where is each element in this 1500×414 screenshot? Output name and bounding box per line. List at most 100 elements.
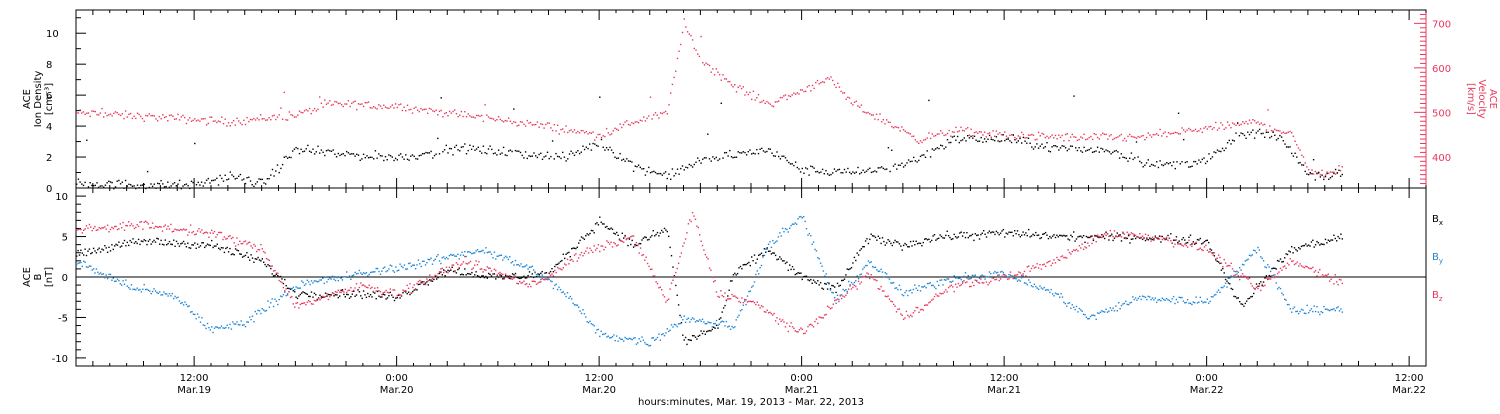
field-point-bx (1018, 234, 1020, 236)
field-point-by (699, 319, 701, 321)
field-point-bz (1006, 278, 1009, 280)
velocity-point (514, 121, 517, 124)
velocity-point (747, 93, 749, 96)
field-point-bx (1340, 233, 1342, 235)
field-point-bz (609, 243, 611, 245)
velocity-point (568, 130, 571, 132)
field-point-bz (171, 231, 173, 233)
field-point-bz (1022, 273, 1024, 275)
field-point-by (434, 258, 436, 260)
field-point-by (1292, 307, 1294, 310)
field-point-bz (414, 289, 417, 291)
density-point (202, 185, 204, 187)
field-point-bz (564, 263, 566, 265)
field-point-bz (393, 289, 396, 291)
field-point-bz (950, 284, 953, 286)
field-point-bx (388, 295, 390, 297)
density-point (1002, 134, 1004, 136)
density-point (227, 178, 230, 180)
density-point (199, 184, 201, 186)
field-point-by (1056, 293, 1058, 295)
density-point (244, 182, 247, 185)
velocity-point (742, 86, 744, 88)
field-point-bx (580, 236, 583, 238)
velocity-point (472, 116, 474, 118)
field-point-by (724, 325, 726, 327)
field-point-by (513, 264, 515, 266)
field-point-bx (777, 258, 780, 260)
field-point-by (350, 278, 352, 280)
field-point-by (537, 275, 539, 277)
field-point-bx (790, 268, 792, 271)
field-point-bz (772, 314, 774, 316)
field-point-bx (898, 243, 901, 245)
density-point (826, 173, 829, 175)
field-point-by (822, 270, 825, 272)
density-point (1333, 172, 1335, 175)
field-point-bz (1015, 274, 1017, 276)
field-point-bx (499, 274, 501, 276)
field-point-bx (368, 295, 370, 298)
field-point-by (279, 295, 282, 297)
field-point-by (925, 287, 927, 289)
density-point (875, 171, 878, 173)
field-point-bx (770, 253, 773, 255)
field-point-bx (1108, 239, 1110, 241)
field-point-bx (810, 278, 812, 281)
field-point-bx (97, 248, 99, 251)
density-point (357, 154, 360, 156)
date-tick-label: Mar.22 (1190, 385, 1224, 396)
field-point-bz (1286, 262, 1289, 264)
density-point (607, 149, 609, 151)
density-point (165, 185, 167, 188)
field-point-by (869, 261, 871, 264)
field-point-bx (801, 278, 803, 281)
field-point-by (263, 309, 265, 311)
field-point-bz (173, 230, 175, 232)
field-point-bz (902, 318, 905, 320)
velocity-point (951, 131, 954, 133)
velocity-point (114, 111, 117, 113)
velocity-point (1026, 137, 1028, 139)
field-point-bx (1275, 268, 1277, 270)
field-point-bx (153, 239, 155, 242)
field-point-bz (343, 291, 345, 293)
density-point (86, 139, 88, 141)
density-point (1164, 163, 1166, 165)
field-point-by (1240, 269, 1242, 271)
density-point (977, 140, 979, 143)
field-point-bx (78, 254, 81, 256)
time-axis-title: hours:minutes, Mar. 19, 2013 - Mar. 22, … (638, 397, 864, 408)
field-point-bx (1337, 235, 1339, 238)
velocity-point (523, 123, 525, 125)
field-point-bx (601, 223, 604, 225)
field-point-by (748, 290, 750, 293)
field-point-bz (1040, 268, 1043, 270)
velocity-point (516, 125, 518, 127)
field-point-by (912, 288, 915, 291)
velocity-point (843, 92, 846, 94)
field-point-bz (1059, 259, 1061, 261)
field-point-bx (706, 330, 708, 333)
field-point-bx (549, 270, 552, 273)
velocity-point (239, 122, 242, 124)
field-point-by (936, 280, 938, 283)
field-point-bx (436, 278, 438, 280)
velocity-point (482, 120, 485, 123)
velocity-point (1007, 137, 1009, 139)
field-point-by (779, 232, 781, 234)
field-point-bz (843, 296, 846, 298)
field-point-by (859, 274, 861, 276)
density-point (637, 164, 640, 166)
field-point-bx (1314, 244, 1317, 246)
field-point-bx (1213, 255, 1216, 257)
field-point-by (102, 273, 105, 275)
field-point-by (510, 262, 512, 264)
field-point-bz (862, 275, 864, 278)
field-point-bz (527, 286, 529, 288)
velocity-point (850, 102, 852, 104)
field-point-bz (175, 229, 178, 231)
velocity-point (555, 130, 557, 132)
density-point (1257, 130, 1259, 132)
field-point-bz (85, 225, 88, 227)
